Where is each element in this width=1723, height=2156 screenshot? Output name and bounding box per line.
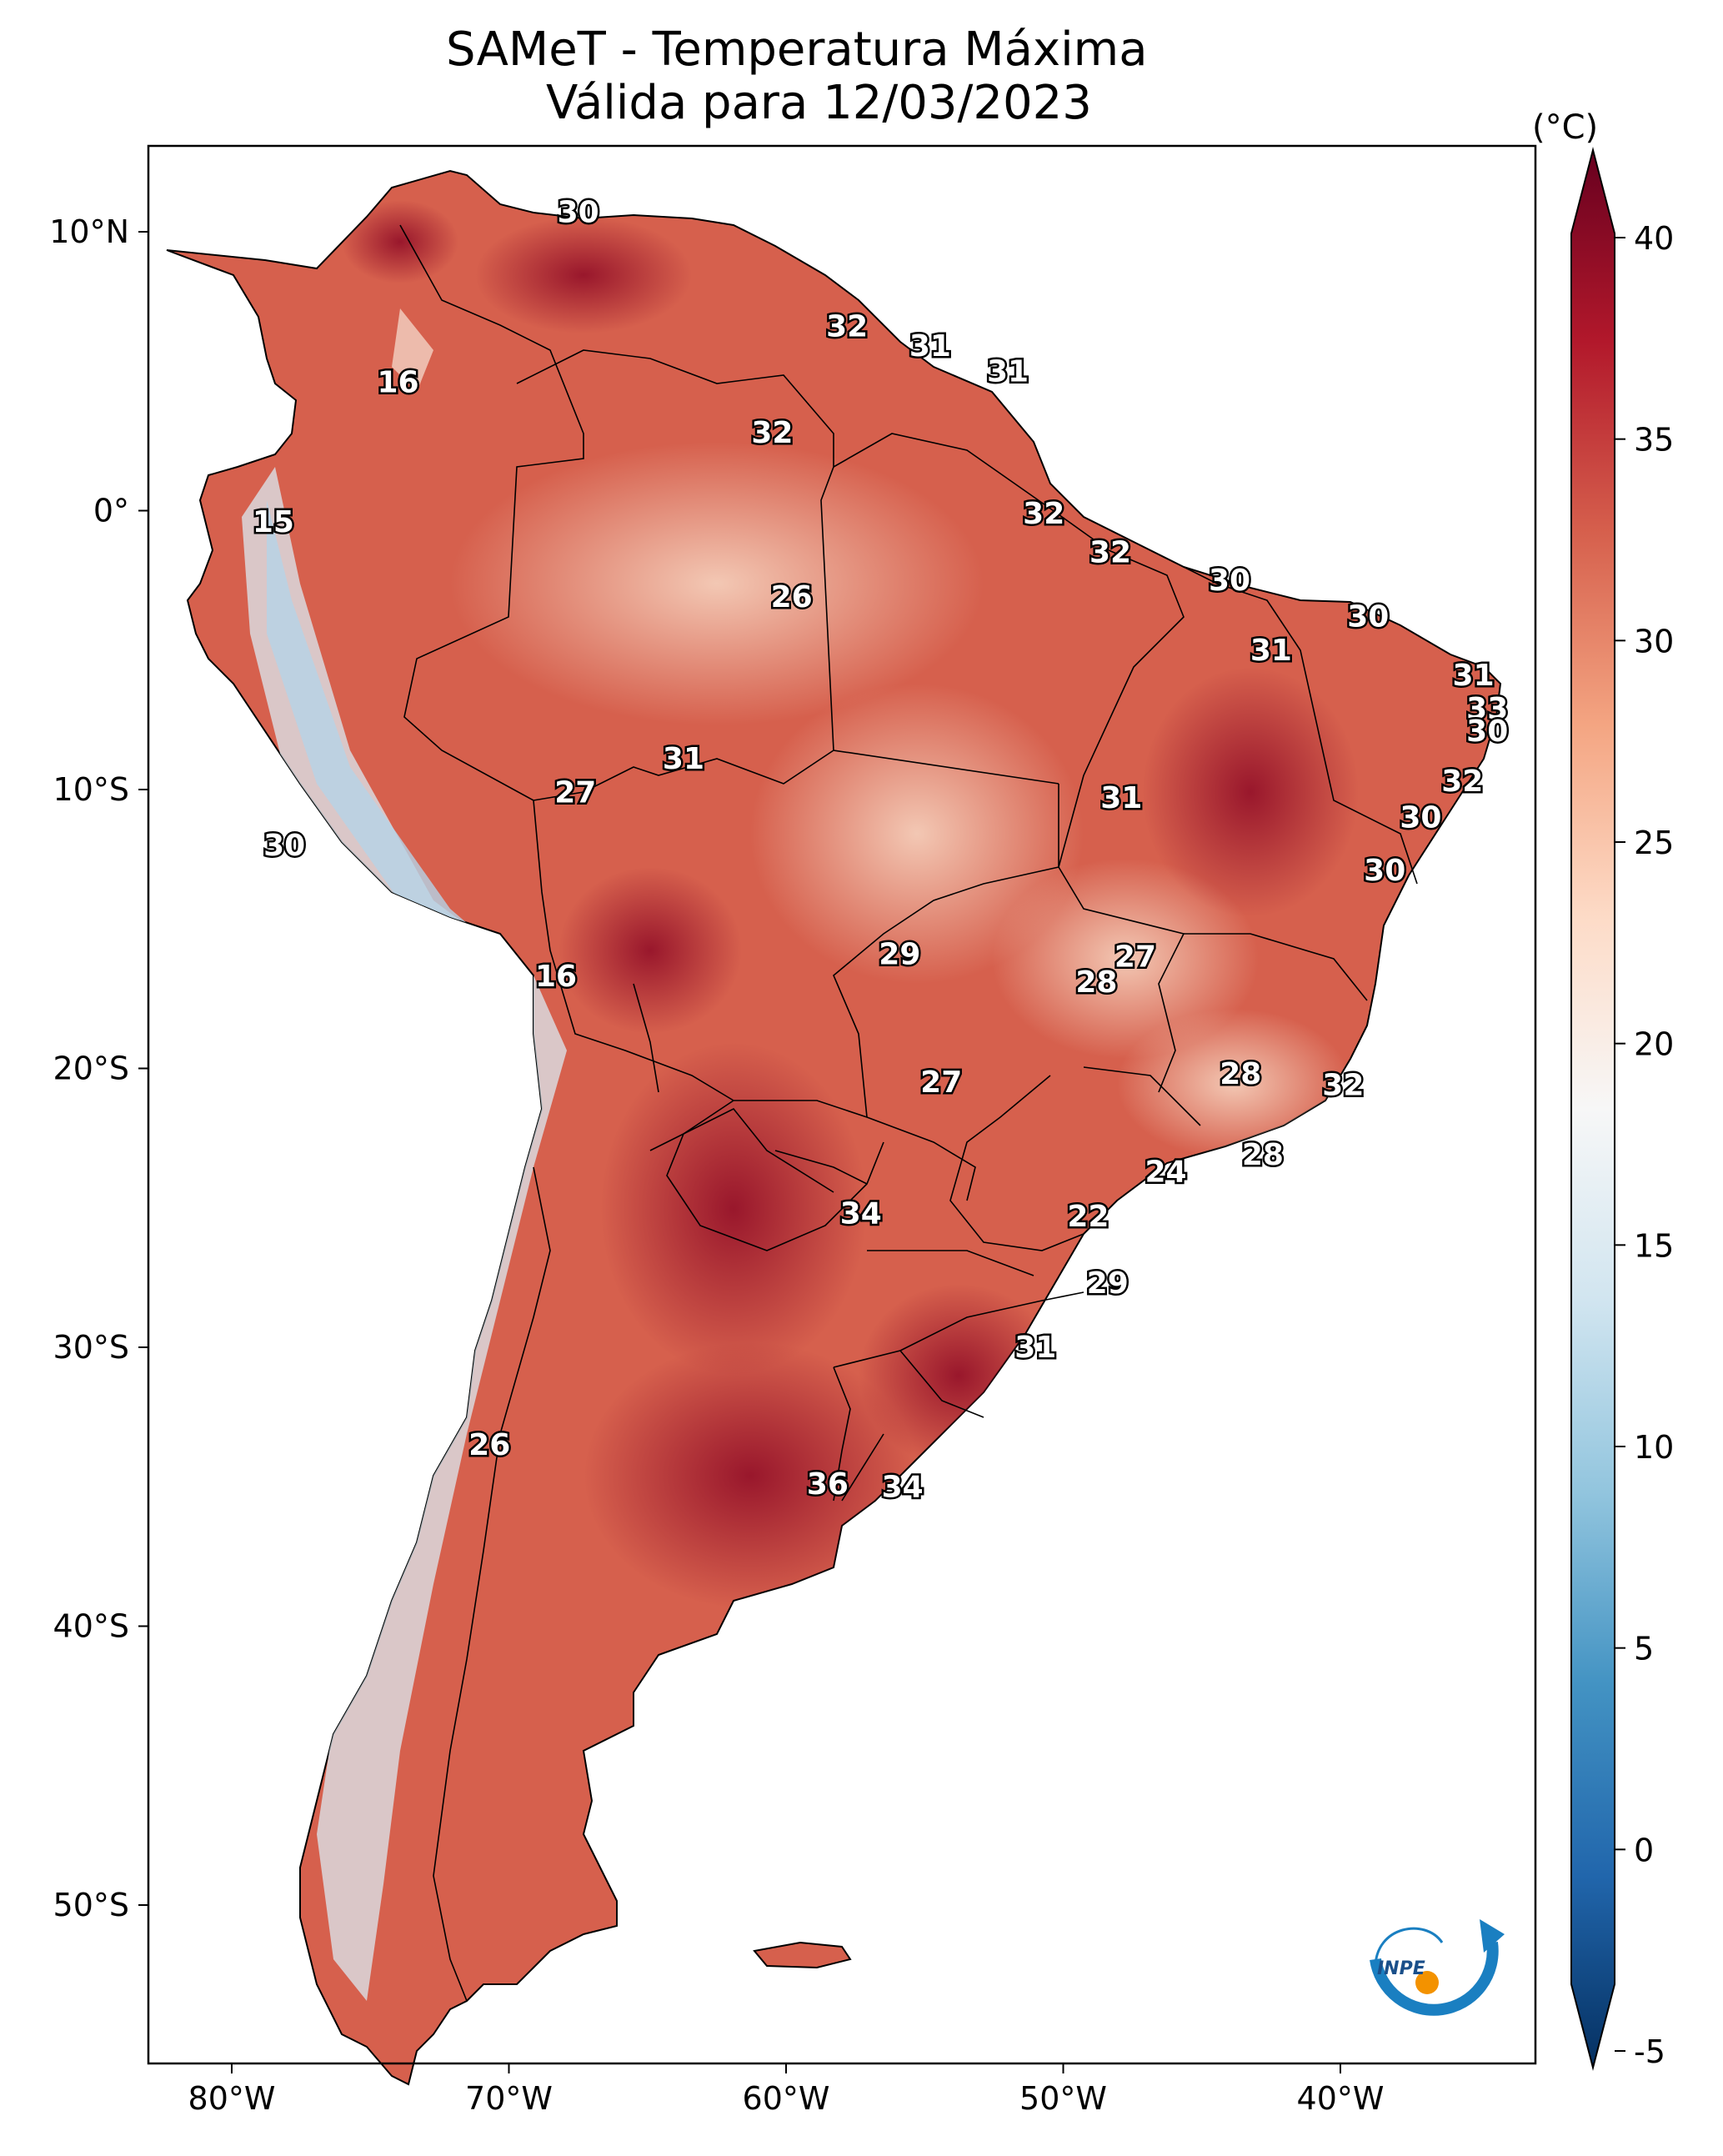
colorbar-tick-label: 10 [1634,1429,1674,1466]
x-tick-label: 80°W [188,2080,276,2117]
colorbar-tick-label: 35 [1634,422,1674,459]
colorbar-ticks: 40 35 30 25 20 15 10 5 0 -5 [1615,220,1674,2070]
y-tick-label: 40°S [53,1608,129,1645]
x-tick-label: 60°W [743,2080,830,2117]
colorbar-tick-label: 25 [1634,825,1674,861]
colorbar-unit: (°C) [1532,108,1599,147]
contour-label: 27 [920,1065,962,1100]
contour-label: 26 [771,580,813,614]
contour-label: 31 [987,354,1029,389]
contour-label: 34 [840,1196,882,1231]
contour-label: 26 [468,1428,510,1462]
colorbar-tick-label: -5 [1634,2033,1665,2070]
contour-label: 30 [263,829,305,863]
title-line-2: Válida para 12/03/2023 [546,76,1092,130]
y-tick-label: 10°N [49,213,129,250]
contour-label: 33 [1466,692,1508,726]
colorbar-tick-label: 15 [1634,1227,1674,1264]
contour-label: 28 [1220,1057,1261,1091]
contour-label: 22 [1067,1200,1109,1234]
contour-label: 31 [1250,634,1292,668]
y-tick-label: 10°S [53,771,129,808]
contour-label: 30 [1466,714,1508,749]
contour-label: 36 [807,1467,849,1502]
contour-label: 28 [1075,965,1117,1000]
y-tick-label: 20°S [53,1050,129,1087]
colorbar-tick-label: 0 [1634,1832,1654,1868]
contour-label: 31 [909,329,951,364]
contour-label: 30 [1347,600,1389,634]
contour-label: 16 [377,366,418,400]
logo-text: INPE [1377,1958,1425,1979]
colorbar: 40 35 30 25 20 15 10 5 0 -5 [1570,147,1674,2071]
contour-label: 32 [751,416,793,450]
contour-label: 30 [1400,800,1441,835]
contour-label: 30 [1209,564,1250,598]
colorbar-tick-label: 30 [1634,623,1674,659]
contour-label: 34 [882,1470,924,1504]
contour-label: 29 [1087,1266,1129,1301]
contour-label: 31 [663,742,704,776]
logo-swoosh [1370,1942,1499,2016]
y-axis-ticks: 10°N 0° 10°S 20°S 30°S 40°S 50°S [49,213,148,1923]
contour-label: 31 [1100,781,1142,815]
inpe-logo: INPE [1370,1919,1505,2016]
x-tick-label: 70°W [465,2080,553,2117]
colorbar-tick-label: 20 [1634,1026,1674,1063]
x-tick-label: 40°W [1297,2080,1385,2117]
contour-label: 32 [1023,497,1064,531]
contour-label: 28 [1242,1138,1284,1172]
x-tick-label: 50°W [1019,2080,1107,2117]
contour-label: 31 [1453,659,1495,693]
contour-label: 27 [554,775,596,810]
contour-label: 32 [826,310,868,344]
contour-label: 30 [558,196,599,230]
contour-label: 29 [879,937,920,971]
contour-label: 27 [1114,940,1156,975]
contour-label: 15 [253,505,294,539]
contour-label: 30 [1364,854,1405,888]
falkland-islands [753,1941,852,1969]
y-tick-label: 50°S [53,1887,129,1923]
contour-label: 32 [1441,765,1483,799]
colorbar-tick-label: 40 [1634,220,1674,257]
map-frame [147,144,1537,2065]
y-tick-label: 0° [93,493,129,529]
contour-label: 32 [1322,1069,1364,1103]
contour-label: 31 [1014,1331,1056,1365]
y-tick-label: 30°S [53,1329,129,1366]
contour-label: 32 [1089,536,1131,570]
contour-label: 24 [1144,1155,1186,1189]
colorbar-tick-label: 5 [1634,1631,1654,1667]
logo-orange-dot [1415,1971,1439,1994]
contour-label: 16 [535,960,577,994]
title-line-1: SAMeT - Temperatura Máxima [446,23,1148,77]
x-axis-ticks: 80°W 70°W 60°W 50°W 40°W [188,2063,1385,2117]
political-boundaries [399,224,1418,2002]
colorbar-bar [1570,147,1615,2071]
